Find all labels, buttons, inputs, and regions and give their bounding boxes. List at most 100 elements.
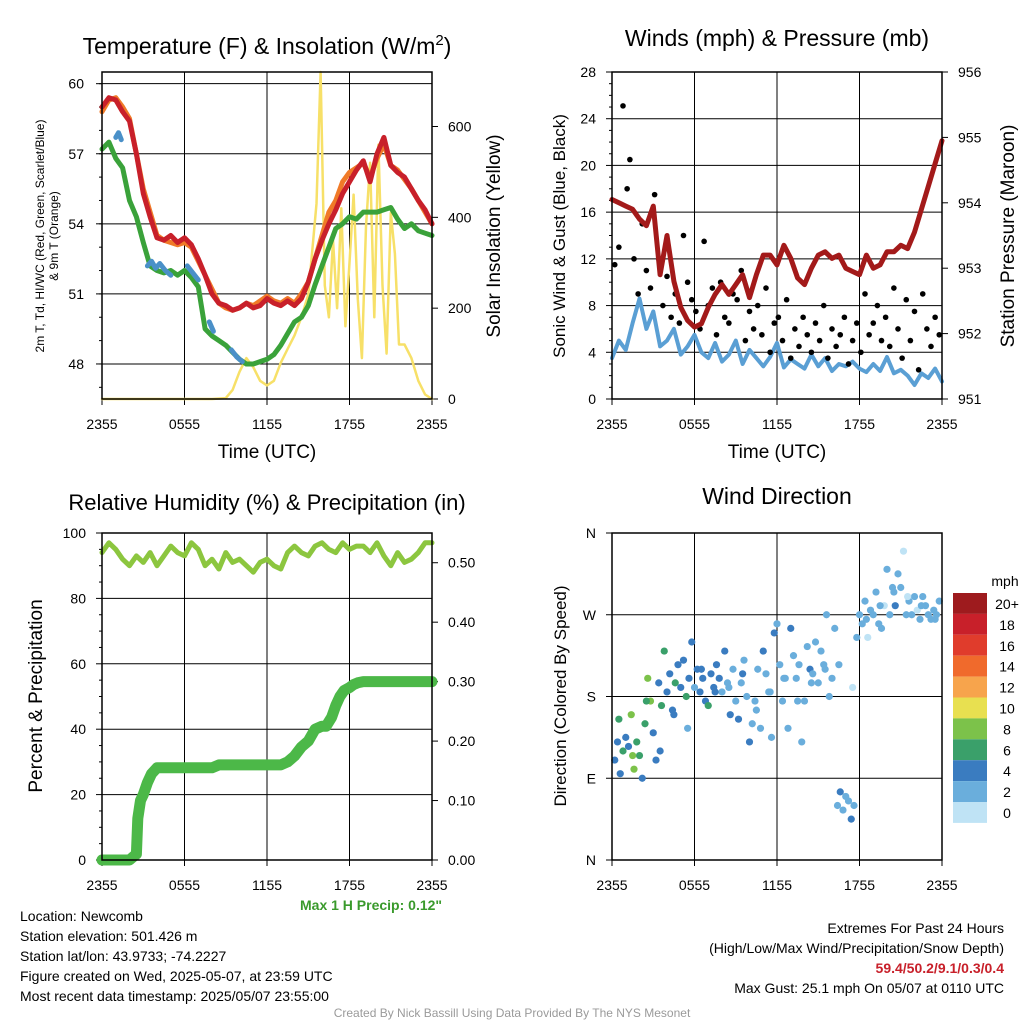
legend-label: 20+ [995,596,1019,612]
direction-point [917,602,925,610]
direction-point [611,756,619,764]
x-tick-label: 2355 [926,416,957,432]
latlon-text: Station lat/lon: 43.9733; -74.2227 [20,948,227,964]
direction-point [740,656,748,664]
gust-point [684,279,691,286]
heat-index-segment [206,319,216,334]
gust-point [660,302,666,309]
legend-label: 12 [999,680,1015,696]
gust-point [742,337,749,344]
direction-point [615,715,623,723]
gust-point [693,308,699,315]
x-tick-label: 1155 [252,416,282,432]
chart-title: Temperature (F) & Insolation (W/m2) [83,32,452,59]
gust-point [820,302,827,309]
y-right-axis-label: Station Pressure (Maroon) [998,125,1019,348]
direction-point [616,770,624,778]
direction-point [821,665,829,673]
gust-point [783,296,790,303]
direction-point [677,683,685,692]
direction-point [891,602,899,610]
legend-label: 14 [999,659,1015,675]
direction-point [630,765,638,773]
y-tick-label: 60 [70,656,86,672]
legend-label: 16 [999,638,1015,654]
direction-point [817,647,825,655]
gust-point [903,296,910,303]
gust-point [915,367,922,373]
legend-swatch [953,781,987,802]
direction-point [684,724,692,732]
heat-index-segment [228,347,245,365]
max-gust-text: Max Gust: 25.1 mph On 05/07 at 0110 UTC [734,980,1004,996]
y-tick-label: 4 [588,344,596,360]
gust-point [882,314,889,321]
direction-point [715,674,723,682]
legend-label: 2 [1003,784,1011,800]
gust-point [787,355,794,361]
gust-point [721,314,728,321]
direction-point [619,747,627,755]
y-right-axis-label: Solar Insolation (Yellow) [484,134,505,337]
x-tick-label: 2355 [416,877,447,893]
direction-point [916,615,924,623]
direction-point [711,688,719,696]
gust-point [841,314,848,321]
direction-point [836,788,844,796]
y-axis-label-line: 2m T, Td, HI/WC (Red, Green, Scarlet/Blu… [33,120,47,353]
direction-point [795,661,803,669]
gust-point [796,343,802,350]
direction-point [685,674,693,682]
heat-index-segment [113,130,124,143]
gust-point [750,326,757,332]
gust-point [862,291,868,297]
y-right-tick-label: 952 [958,326,982,342]
gust-point [726,320,732,326]
gust-point [924,326,930,332]
gust-point [899,355,905,361]
gust-point [895,326,901,332]
direction-point [745,738,754,746]
direction-point [629,751,637,760]
direction-point [652,756,660,764]
gust-point [853,320,860,326]
gust-point [812,320,819,326]
gust-point [624,185,630,192]
y-tick-label: 20 [580,157,596,173]
y-tick-label: 16 [580,204,596,220]
direction-point [663,688,671,696]
direction-point [778,697,787,705]
direction-point [798,738,806,746]
gust-point [759,331,765,338]
y-right-tick-label: 0 [448,391,456,407]
direction-point [789,652,798,660]
direction-point [729,665,737,673]
y-right-tick-label: 600 [448,119,472,135]
direction-point [835,661,843,669]
direction-point [641,720,649,728]
gust-point [928,343,934,350]
gust-point [763,285,769,291]
direction-point [754,665,762,673]
gust-point [874,302,881,309]
gust-point [680,232,687,239]
y-right-tick-label: 0.40 [448,614,475,630]
credit-text: Created By Nick Bassill Using Data Provi… [333,1006,691,1020]
legend-swatch [953,802,987,823]
direction-point [725,683,733,692]
gust-point [936,331,943,338]
gust-point [746,308,753,315]
y-axis-label-line: & 9m T (Orange) [47,191,61,281]
direction-point [792,674,800,682]
gust-point [676,320,683,326]
direction-point [904,592,912,601]
y-right-tick-label: 954 [958,195,982,211]
y-right-tick-label: 400 [448,209,472,225]
direction-point [655,679,663,687]
gust-point [767,349,773,356]
direction-point [633,738,641,746]
direction-point [890,588,898,596]
legend-swatch [953,697,987,719]
